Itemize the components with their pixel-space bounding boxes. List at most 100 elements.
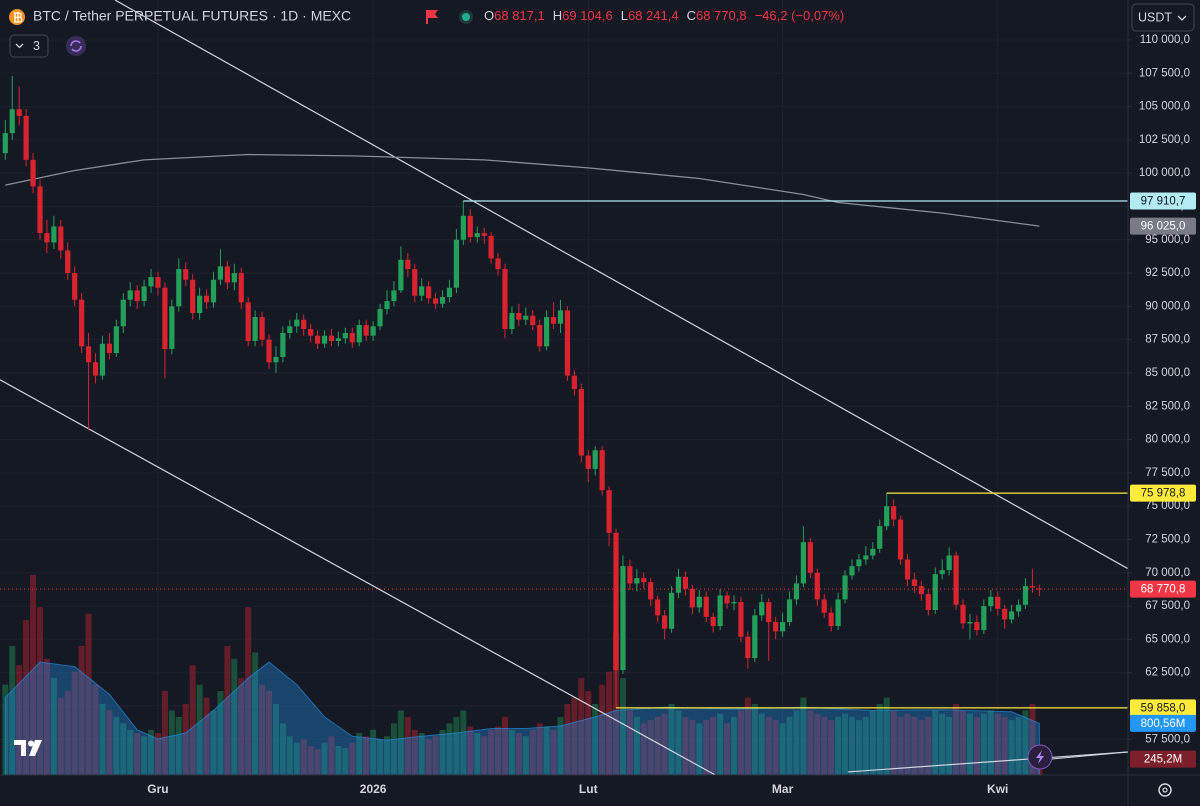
ohlc-value: 69 104,6 <box>562 8 613 23</box>
candle-body <box>252 317 258 342</box>
candle-body <box>190 279 196 314</box>
candle-body <box>904 559 911 580</box>
volume-bar <box>203 697 210 775</box>
volume-bar <box>217 691 224 775</box>
candle-body <box>939 570 945 575</box>
ohlc-key: O <box>484 8 494 23</box>
volume-bar <box>390 723 397 775</box>
volume-bar <box>564 704 571 775</box>
candle-body <box>259 317 265 340</box>
volume-bar <box>425 739 432 775</box>
volume-bar <box>300 739 307 775</box>
y-tick-label: 70 000,0 <box>1145 567 1190 579</box>
candle-body <box>578 388 584 456</box>
volume-bar <box>932 710 939 775</box>
candle-body <box>377 309 383 327</box>
volume-bar <box>703 720 710 775</box>
currency-chevron <box>1177 15 1187 21</box>
brand-logo[interactable] <box>14 740 42 756</box>
coin-symbol <box>14 12 23 23</box>
volume-bar <box>356 733 363 775</box>
volume-bar <box>668 704 675 775</box>
volume-bar <box>522 736 529 775</box>
candle-body <box>891 506 897 520</box>
indicators-chevron <box>15 43 24 49</box>
volume-bar <box>966 713 973 775</box>
candle-body <box>405 259 411 270</box>
candle-body <box>807 542 813 573</box>
volume-bar <box>224 645 231 775</box>
volume-bar <box>973 716 980 775</box>
y-tick-label: 85 000,0 <box>1145 367 1190 379</box>
candle-body <box>571 375 577 389</box>
indicators-toggle[interactable] <box>9 34 49 58</box>
candle-body <box>918 586 924 595</box>
price-marker <box>1130 484 1196 502</box>
volume-bar <box>855 720 862 775</box>
volume-bar <box>835 716 842 775</box>
currency-label[interactable]: USDT <box>1138 10 1172 24</box>
volume-bar <box>245 607 252 775</box>
candle-body <box>835 599 841 627</box>
candle-body <box>426 286 432 299</box>
y-tick-label: 72 500,0 <box>1145 534 1190 546</box>
candle-body <box>51 226 57 243</box>
ohlc-key: H <box>553 8 562 23</box>
settings-button[interactable] <box>1158 783 1172 797</box>
candle-body <box>141 286 147 302</box>
candle-body <box>981 606 987 631</box>
volume-bar <box>640 723 647 775</box>
candle-body <box>432 298 439 304</box>
volume-bar <box>314 749 321 775</box>
candle-body <box>85 346 92 363</box>
candle-body <box>738 602 744 637</box>
candle-body <box>870 548 876 556</box>
candle-body <box>1022 586 1029 605</box>
candle-body <box>315 335 321 344</box>
volume-bar <box>196 684 203 775</box>
candle-body <box>99 343 106 376</box>
price-marker-label: 68 770,8 <box>1141 584 1186 596</box>
candle-body <box>460 215 466 240</box>
candle-body <box>321 335 328 344</box>
candle-body <box>217 266 224 280</box>
volume-bar <box>737 710 744 775</box>
volume-bar <box>467 726 474 775</box>
candle-body <box>759 602 765 616</box>
candle-body <box>516 313 522 320</box>
volume-bar <box>161 691 168 775</box>
candle-body <box>72 273 78 300</box>
candle-body <box>439 297 446 304</box>
volume-bar <box>342 747 349 775</box>
volume-bar <box>779 723 786 775</box>
candle-body <box>786 599 793 623</box>
volume-bar <box>946 716 953 775</box>
flag-icon[interactable] <box>426 10 438 24</box>
candle-body <box>544 317 550 347</box>
candle-body <box>169 306 175 350</box>
refresh-button[interactable] <box>66 36 86 56</box>
volume-bar <box>731 716 737 775</box>
price-marker <box>1130 192 1196 210</box>
candle-body <box>412 269 418 296</box>
volume-bar <box>120 723 127 775</box>
candle-body <box>210 279 217 303</box>
volume-bar <box>349 742 356 775</box>
volume-bar <box>307 745 314 775</box>
candle-body <box>911 579 918 587</box>
volume-bar <box>252 652 259 775</box>
volume-bar <box>286 736 293 775</box>
price-marker <box>1130 580 1196 598</box>
volume-bar <box>626 710 633 775</box>
volume-bar <box>99 704 106 775</box>
volume-bar <box>50 678 57 775</box>
volume-bar <box>890 710 897 775</box>
candle-body <box>294 319 300 327</box>
currency-button[interactable] <box>1131 3 1195 32</box>
candle-body <box>231 273 237 283</box>
candle-body <box>564 310 571 376</box>
candle-body <box>592 450 598 469</box>
candle-body <box>897 519 904 560</box>
